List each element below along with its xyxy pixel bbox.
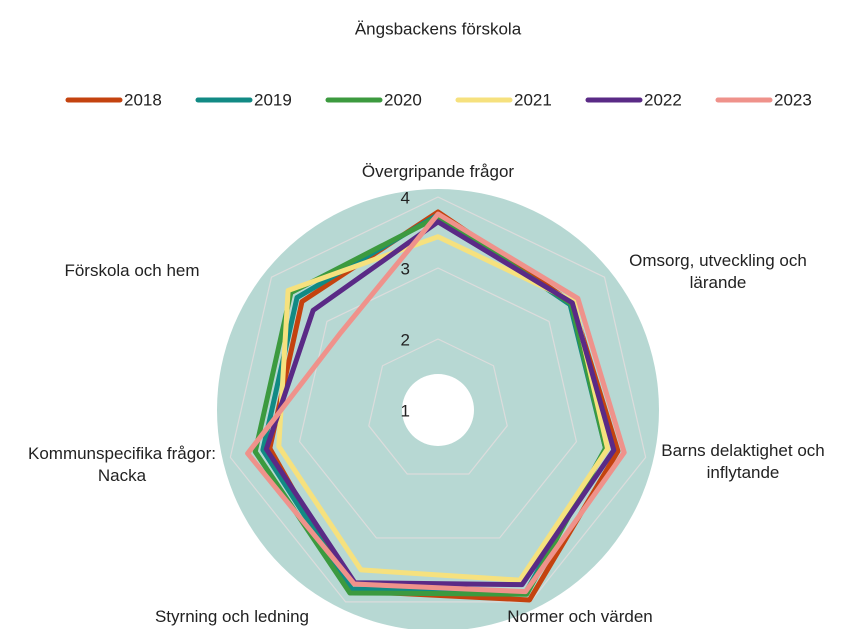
category-label: Omsorg, utveckling och lärande	[629, 251, 807, 292]
y-tick-label: 2	[401, 330, 410, 349]
series-line	[263, 219, 617, 588]
series-line	[245, 211, 627, 595]
y-tick-label: 1	[401, 401, 410, 420]
y-tick-label: 3	[401, 259, 410, 278]
legend-label: 2020	[384, 90, 422, 109]
legend-label: 2018	[124, 90, 162, 109]
category-label: Barns delaktighet och inflytande	[661, 441, 825, 482]
legend-label: 2019	[254, 90, 292, 109]
category-label: Förskola och hem	[64, 261, 200, 280]
category-label: Styrning och ledning	[154, 607, 310, 626]
grid-line	[229, 196, 647, 603]
chart-title: Ängsbackens förskola	[355, 19, 522, 38]
legend-label: 2023	[774, 90, 812, 109]
center-hole	[402, 374, 474, 446]
category-label: Kommunspecifika frågor: Nacka	[27, 444, 217, 485]
legend-label: 2021	[514, 90, 552, 109]
grid-line	[368, 338, 508, 475]
legend-label: 2022	[644, 90, 682, 109]
category-label: Övergripande frågor	[361, 162, 515, 181]
grid-line	[298, 267, 578, 539]
y-tick-label: 4	[401, 188, 410, 207]
category-label: Normer och värden	[507, 607, 653, 626]
